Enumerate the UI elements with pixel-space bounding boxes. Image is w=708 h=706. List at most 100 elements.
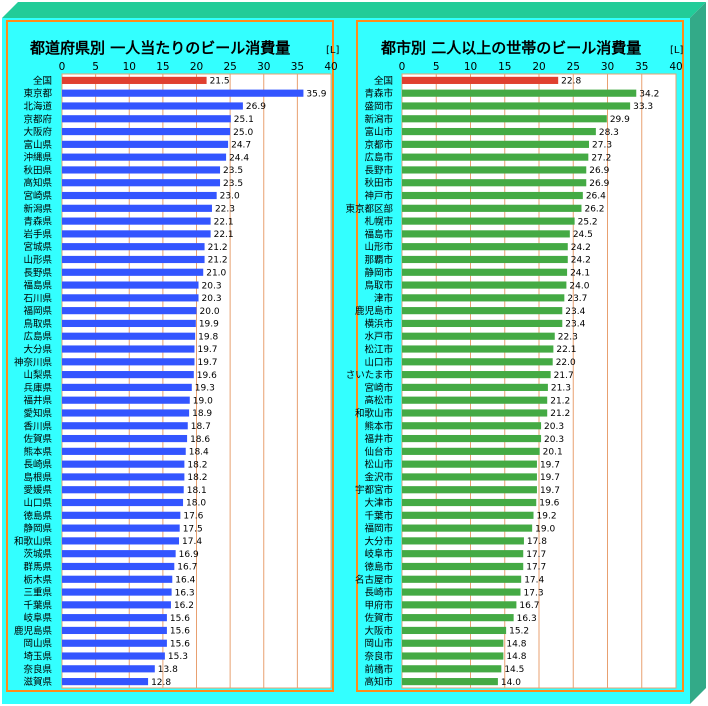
left-bar <box>62 102 243 110</box>
right-value-label: 22.3 <box>558 332 578 342</box>
left-value-label: 21.5 <box>210 77 230 87</box>
left-bar <box>62 127 231 136</box>
right-category-label: 大阪市 <box>364 625 393 637</box>
left-value-label: 17.4 <box>182 537 202 547</box>
right-value-label: 26.9 <box>589 179 609 189</box>
left-bar <box>62 473 185 481</box>
right-category-label: 京都市 <box>364 139 393 151</box>
left-value-label: 18.2 <box>187 473 207 483</box>
left-category-label: 宮崎県 <box>23 190 52 202</box>
left-category-label: 全国 <box>33 75 52 87</box>
right-bar <box>402 678 498 686</box>
left-category-label: 愛媛県 <box>23 484 52 496</box>
right-category-label: 鹿児島市 <box>355 305 394 317</box>
left-bar <box>62 371 194 379</box>
left-tick-label: 30 <box>257 61 270 73</box>
left-value-label: 15.6 <box>170 614 190 624</box>
left-bar <box>62 639 167 647</box>
left-category-label: 鳥取県 <box>23 318 52 330</box>
left-category-label: 和歌山県 <box>14 535 53 547</box>
left-category-label: 山梨県 <box>23 369 52 381</box>
right-bar <box>402 371 551 379</box>
left-bar <box>62 460 185 468</box>
right-category-label: 神戸市 <box>364 190 393 202</box>
right-value-label: 14.8 <box>506 652 526 662</box>
left-value-label: 16.7 <box>177 563 197 573</box>
left-category-label: 神奈川県 <box>14 356 53 368</box>
left-value-label: 21.2 <box>208 243 228 253</box>
left-value-label: 19.3 <box>195 384 215 394</box>
left-bar <box>62 422 188 430</box>
right-value-label: 16.7 <box>519 601 539 611</box>
left-value-label: 22.1 <box>214 217 234 227</box>
left-bar <box>62 562 175 571</box>
right-bar <box>402 243 568 251</box>
right-category-label: 岡山市 <box>364 638 393 650</box>
left-bar <box>62 498 184 507</box>
left-category-label: 青森県 <box>23 216 52 228</box>
left-category-label: 静岡県 <box>23 523 52 535</box>
left-category-label: 新潟県 <box>23 203 52 215</box>
right-value-label: 14.5 <box>504 665 524 675</box>
left-bar <box>62 486 184 494</box>
left-bar <box>62 153 227 161</box>
right-tick-label: 20 <box>532 61 545 73</box>
right-bar <box>402 498 537 507</box>
right-bar <box>402 255 568 264</box>
right-bar <box>402 652 504 660</box>
left-category-label: 石川県 <box>23 293 52 304</box>
right-value-label: 23.7 <box>567 294 587 304</box>
left-bar <box>62 588 172 596</box>
left-category-label: 熊本県 <box>23 446 52 458</box>
left-category-label: 三重県 <box>23 587 52 599</box>
left-value-label: 17.5 <box>183 524 203 534</box>
right-tick-label: 30 <box>601 61 614 73</box>
left-category-label: 高知県 <box>23 177 52 189</box>
left-value-label: 19.9 <box>199 320 219 330</box>
right-category-label: 長野市 <box>364 164 393 176</box>
left-bar <box>62 626 167 635</box>
left-category-label: 佐賀県 <box>23 433 52 445</box>
right-value-label: 20.3 <box>544 422 564 432</box>
right-category-label: 甲府市 <box>364 599 393 611</box>
left-category-label: 東京都 <box>23 88 52 100</box>
left-category-label: 岩手県 <box>23 228 52 240</box>
left-bar <box>62 115 231 123</box>
right-bar <box>402 153 589 161</box>
left-bar <box>62 243 205 251</box>
right-category-label: さいたま市 <box>346 369 394 381</box>
right-value-label: 17.4 <box>524 575 544 585</box>
right-category-label: 奈良市 <box>364 651 393 663</box>
right-value-label: 19.6 <box>539 499 559 509</box>
left-category-label: 沖縄県 <box>23 152 52 164</box>
right-tick-label: 35 <box>635 61 648 73</box>
left-value-label: 19.7 <box>197 358 217 368</box>
left-value-label: 15.6 <box>170 627 190 637</box>
right-tick-label: 15 <box>498 61 511 73</box>
left-category-label: 福島県 <box>23 280 52 292</box>
left-bar <box>62 319 196 328</box>
right-value-label: 34.2 <box>639 89 659 99</box>
right-value-label: 17.3 <box>524 588 544 598</box>
right-bar <box>402 294 565 302</box>
right-bar <box>402 268 568 276</box>
right-bar <box>402 550 524 558</box>
left-category-label: 秋田県 <box>23 164 52 176</box>
left-value-label: 16.4 <box>175 575 195 585</box>
left-value-label: 22.1 <box>214 230 234 240</box>
frame-right-face <box>690 2 706 704</box>
left-value-label: 23.5 <box>223 166 243 176</box>
left-bar <box>62 537 180 545</box>
left-bar <box>62 166 221 174</box>
left-bar <box>62 140 229 148</box>
right-category-label: 和歌山市 <box>355 407 394 419</box>
right-bar <box>402 140 590 148</box>
right-value-label: 24.2 <box>571 243 591 253</box>
left-bar <box>62 307 197 315</box>
left-bar <box>62 511 181 519</box>
right-chart-title: 都市別 二人以上の世帯のビール消費量 <box>380 39 641 57</box>
left-tick-label: 25 <box>223 61 236 73</box>
left-bar <box>62 332 196 340</box>
left-value-label: 19.7 <box>197 345 217 355</box>
right-category-label: 那覇市 <box>364 254 393 266</box>
